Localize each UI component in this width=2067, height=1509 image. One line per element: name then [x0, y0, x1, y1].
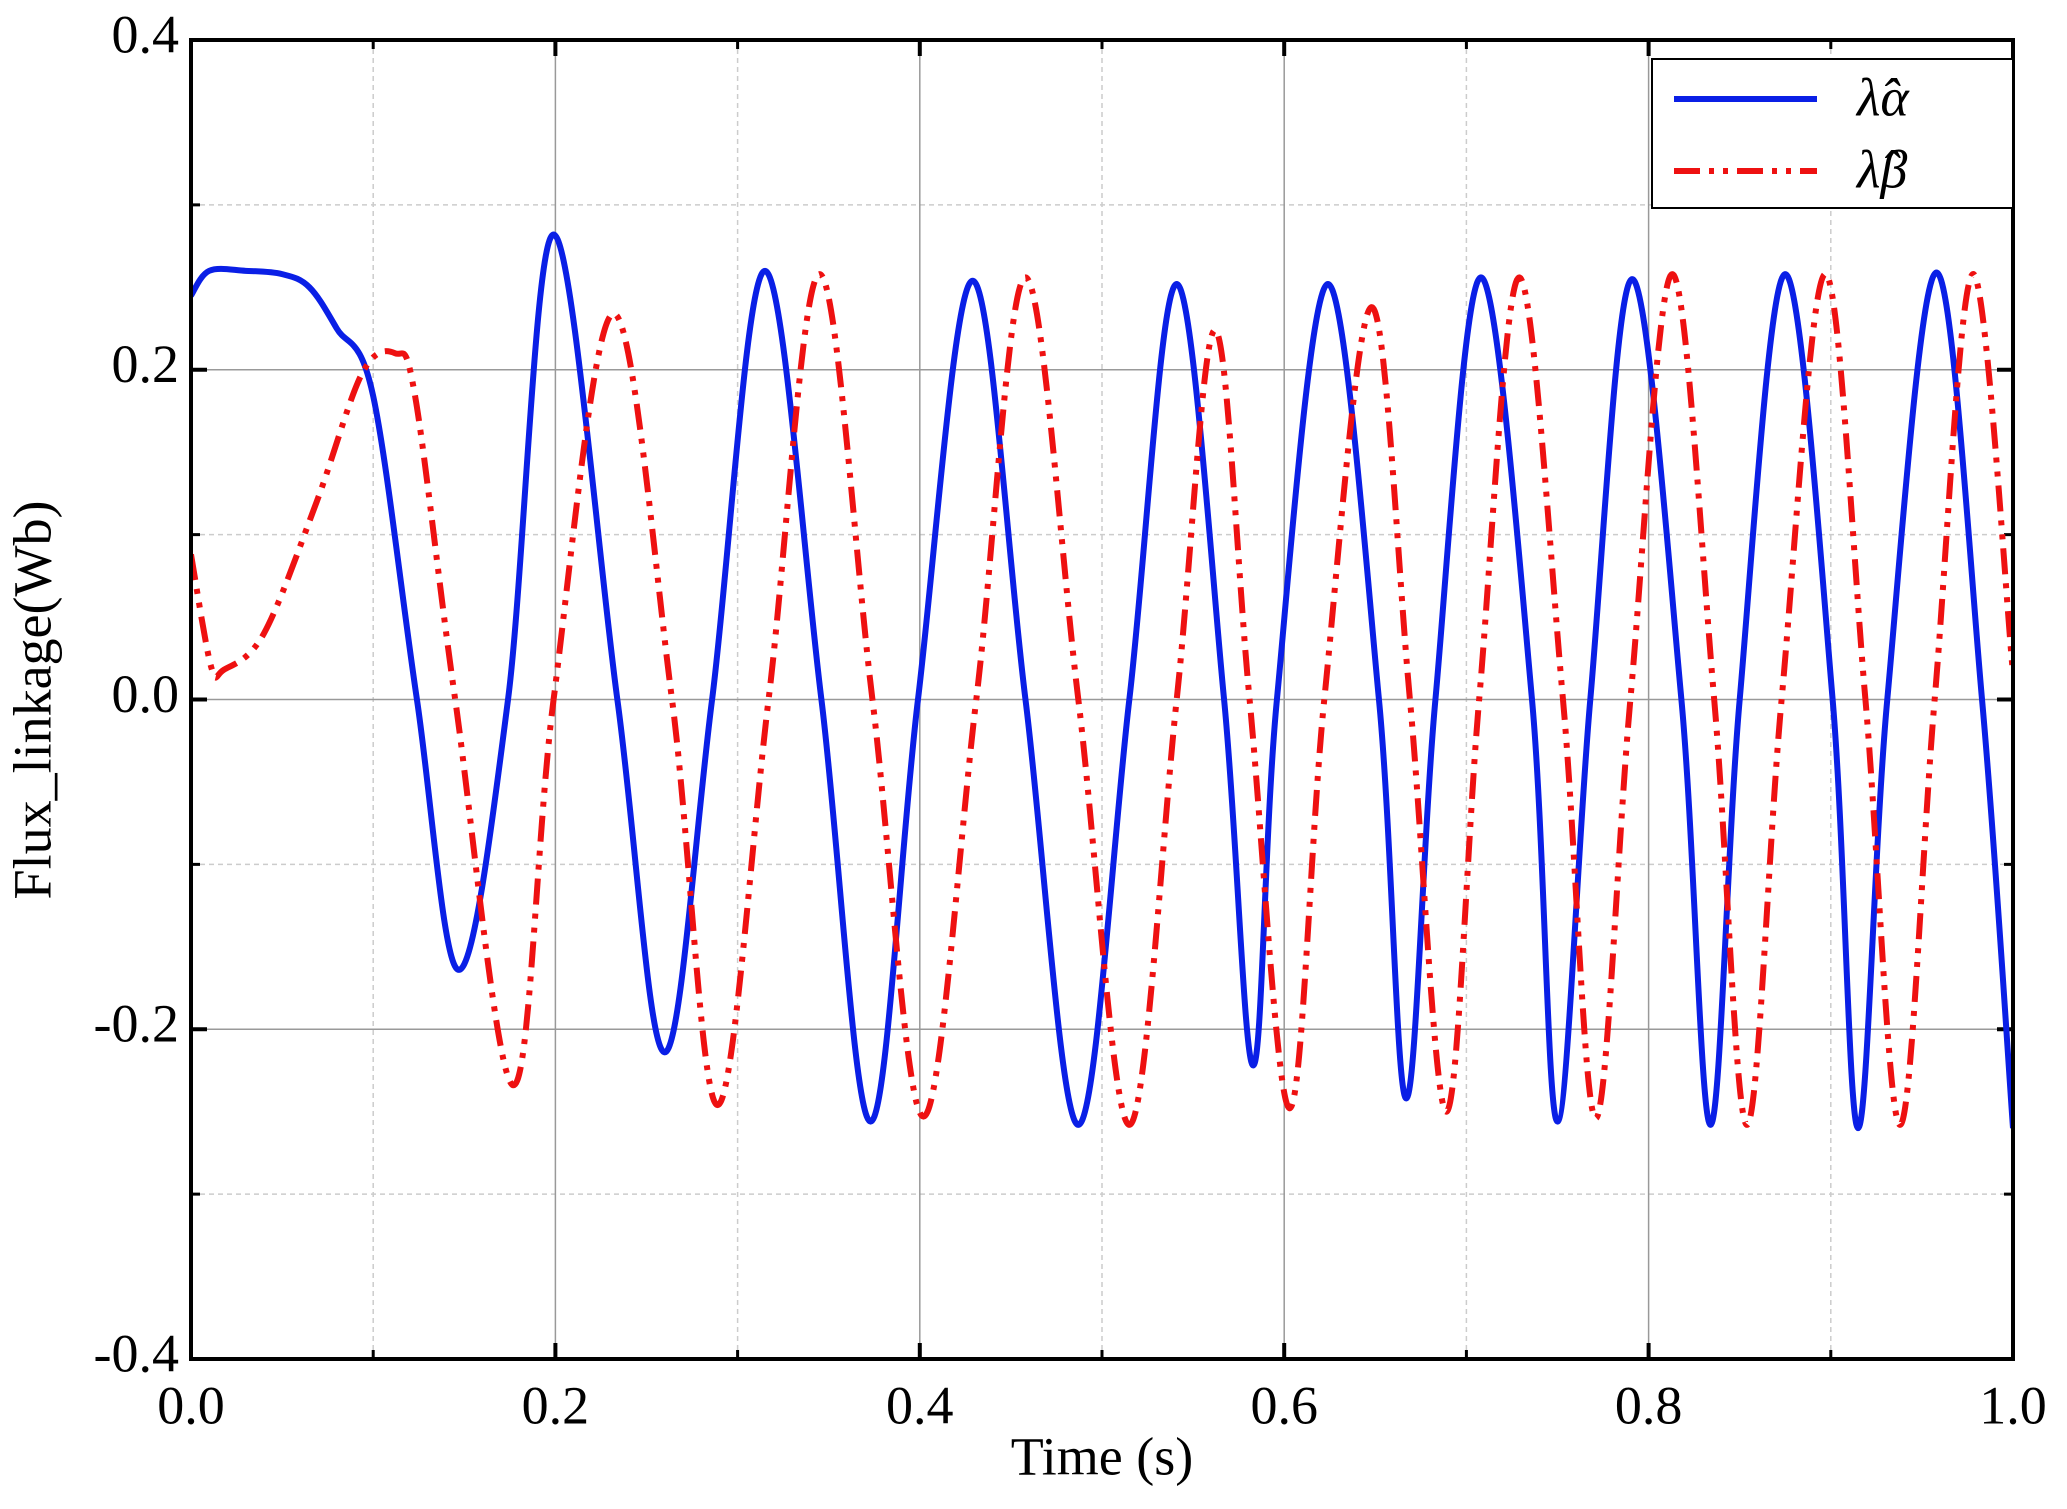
series-line	[191, 231, 2013, 1132]
y-tick-label: 0.4	[112, 4, 180, 64]
y-tick-label: -0.4	[94, 1323, 179, 1383]
y-tick-label: 0.0	[112, 664, 180, 724]
y-tick-label: -0.2	[94, 994, 179, 1054]
y-tick-label: 0.2	[112, 334, 180, 394]
plot-frame	[189, 38, 2015, 1361]
x-tick-label: 0.8	[1615, 1375, 1683, 1435]
legend-label: λ̂β	[1855, 139, 1907, 199]
x-tick-label: 1.0	[1979, 1375, 2047, 1435]
x-axis-title: Time (s)	[1011, 1426, 1194, 1486]
y-axis-title: Flux_linkage(Wb)	[2, 501, 62, 900]
x-tick-label: 0.6	[1250, 1375, 1318, 1435]
x-tick-label: 0.0	[157, 1375, 225, 1435]
legend-box	[1651, 58, 2014, 209]
x-tick-label: 0.2	[522, 1375, 590, 1435]
legend-label: λ̂α	[1855, 67, 1910, 127]
series-line	[191, 271, 2013, 1128]
x-tick-label: 0.4	[886, 1375, 954, 1435]
